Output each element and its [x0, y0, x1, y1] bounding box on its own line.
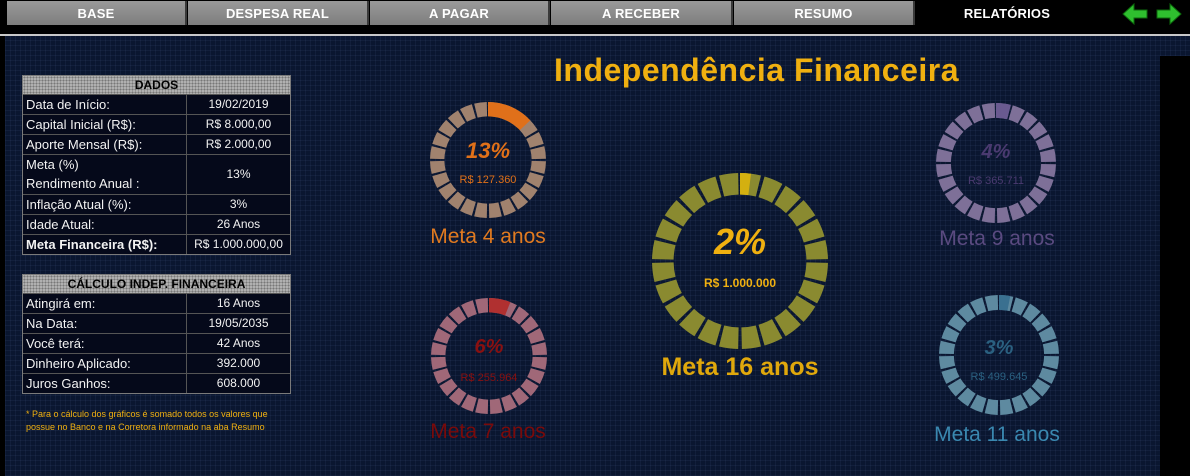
gauge-amount: R$ 365.711: [934, 175, 1058, 187]
row-value: 16 Anos: [187, 294, 290, 313]
row-value[interactable]: R$ 2.000,00: [187, 135, 290, 154]
row-value[interactable]: R$ 1.000.000,00: [187, 235, 290, 254]
table-row: Juros Ganhos: 608.000: [23, 373, 290, 393]
row-label-line1: Meta (%): [26, 155, 186, 174]
gauge-segment: [489, 202, 502, 218]
row-value: 608.000: [187, 374, 290, 393]
row-value[interactable]: 13%: [187, 155, 290, 194]
row-value: 19/05/2035: [187, 314, 290, 333]
footnote: * Para o cálculo dos gráficos é somado t…: [26, 408, 296, 434]
gauge-segment: [982, 207, 995, 223]
arrow-right-icon[interactable]: [1156, 3, 1182, 25]
gauge-segment: [490, 398, 503, 414]
gauge-segment: [997, 207, 1010, 223]
table-row: Aporte Mensal (R$): R$ 2.000,00: [23, 134, 290, 154]
row-label-line2: Rendimento Anual :: [26, 174, 186, 193]
gauge-meta-9-anos: 4% R$ 365.711: [934, 101, 1058, 225]
tab-a-receber[interactable]: A RECEBER: [551, 1, 733, 25]
dados-header: DADOS: [23, 76, 290, 94]
gauge-label: Meta 9 anos: [922, 227, 1072, 251]
calculo-table: CÁLCULO INDEP. FINANCEIRA Atingirá em: 1…: [22, 274, 291, 394]
gauge-amount: R$ 1.000.000: [650, 276, 830, 290]
row-label: Dinheiro Aplicado:: [23, 354, 187, 373]
gauge-meta-11-anos: 3% R$ 499.645: [937, 293, 1061, 417]
gauge-segment: [985, 399, 998, 415]
gauge-percent: 2%: [650, 221, 830, 263]
tab-resumo[interactable]: RESUMO: [734, 1, 915, 25]
gauge-label: Meta 4 anos: [418, 225, 558, 249]
gauge-segment: [474, 102, 487, 118]
row-label: Idade Atual:: [23, 215, 187, 234]
row-label: Na Data:: [23, 314, 187, 333]
table-row: Meta Financeira (R$): R$ 1.000.000,00: [23, 234, 290, 254]
row-label: Meta (%) Rendimento Anual :: [23, 155, 187, 194]
gauge-meta-16-anos: 2% R$ 1.000.000: [650, 171, 830, 351]
page-title: Independência Financeira: [554, 52, 959, 89]
row-label: Data de Início:: [23, 95, 187, 114]
gauge-percent: 6%: [429, 336, 549, 359]
gauge-progress-arc: [488, 102, 530, 130]
gauge-percent: 4%: [934, 141, 1058, 164]
gauge-segment: [1000, 399, 1013, 415]
tab-a-pagar[interactable]: A PAGAR: [370, 1, 550, 25]
row-label: Juros Ganhos:: [23, 374, 187, 393]
right-border: [1160, 56, 1190, 476]
table-row: Meta (%) Rendimento Anual : 13%: [23, 154, 290, 194]
row-value[interactable]: R$ 8.000,00: [187, 115, 290, 134]
gauge-amount: R$ 499.645: [937, 371, 1061, 383]
row-label: Aporte Mensal (R$):: [23, 135, 187, 154]
gauge-percent: 13%: [428, 138, 548, 164]
gauge-amount: R$ 255.964: [429, 372, 549, 384]
row-value[interactable]: 19/02/2019: [187, 95, 290, 114]
gauge-segment: [474, 202, 487, 218]
table-row: Na Data: 19/05/2035: [23, 313, 290, 333]
gauge-meta-4-anos: 13% R$ 127.360: [428, 100, 548, 220]
row-value: 392.000: [187, 354, 290, 373]
gauge-segment: [982, 103, 995, 119]
gauge-amount: R$ 127.360: [428, 174, 548, 186]
row-label: Capital Inicial (R$):: [23, 115, 187, 134]
gauge-meta-7-anos: 6% R$ 255.964: [429, 296, 549, 416]
calculo-header: CÁLCULO INDEP. FINANCEIRA: [23, 275, 290, 293]
gauge-label: Meta 7 anos: [418, 420, 558, 444]
gauge-segment: [741, 325, 761, 348]
row-value: 42 Anos: [187, 334, 290, 353]
row-label: Meta Financeira (R$):: [23, 235, 187, 254]
gauge-progress-arc: [996, 103, 1011, 119]
table-row: Idade Atual: 26 Anos: [23, 214, 290, 234]
gauge-segment: [985, 295, 998, 311]
row-value[interactable]: 26 Anos: [187, 215, 290, 234]
gauge-label: Meta 16 anos: [640, 353, 840, 382]
row-label: Atingirá em:: [23, 294, 187, 313]
table-row: Capital Inicial (R$): R$ 8.000,00: [23, 114, 290, 134]
table-row: Atingirá em: 16 Anos: [23, 293, 290, 313]
tab-despesa-real[interactable]: DESPESA REAL: [188, 1, 369, 25]
table-row: Inflação Atual (%): 3%: [23, 194, 290, 214]
dados-table: DADOS Data de Início: 19/02/2019 Capital…: [22, 75, 291, 255]
gauge-segment: [475, 398, 488, 414]
table-row: Data de Início: 19/02/2019: [23, 94, 290, 114]
tab-bar: BASE DESPESA REAL A PAGAR A RECEBER RESU…: [0, 0, 1190, 28]
gauge-segment: [719, 325, 739, 348]
gauge-percent: 3%: [937, 337, 1061, 360]
arrow-left-icon[interactable]: [1122, 3, 1148, 25]
row-label: Inflação Atual (%):: [23, 195, 187, 214]
tab-relatorios[interactable]: RELATÓRIOS: [916, 1, 1098, 25]
table-row: Dinheiro Aplicado: 392.000: [23, 353, 290, 373]
row-label: Você terá:: [23, 334, 187, 353]
tab-base[interactable]: BASE: [7, 1, 187, 25]
row-value[interactable]: 3%: [187, 195, 290, 214]
table-row: Você terá: 42 Anos: [23, 333, 290, 353]
gauge-segment: [475, 298, 488, 314]
gauge-segment: [719, 173, 739, 196]
gauge-label: Meta 11 anos: [922, 423, 1072, 447]
